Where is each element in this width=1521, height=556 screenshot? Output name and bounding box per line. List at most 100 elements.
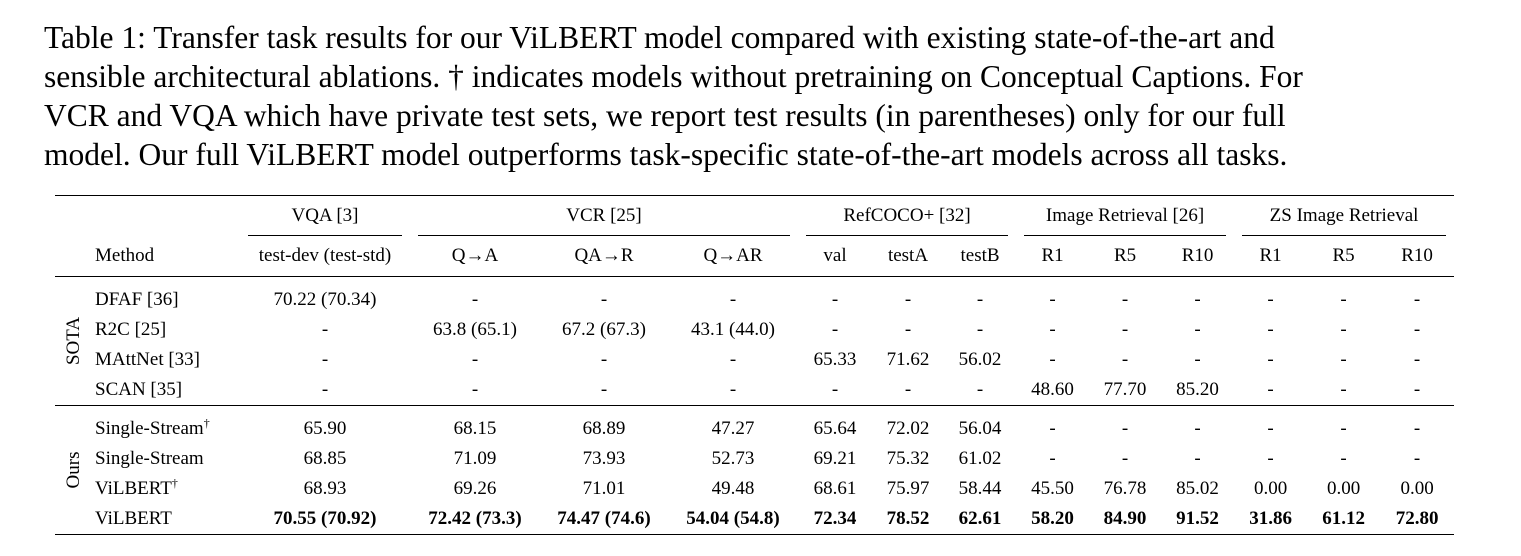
section-label-cell: SOTA [55,276,93,406]
table-cell: - [321,349,329,370]
table-cell: 65.33 [813,349,857,370]
column-header-zs-r5: R5 [1332,245,1355,266]
table-cell: 61.12 [1322,508,1365,529]
group-header-zs-image-retrieval: ZS Image Retrieval [1234,195,1455,237]
dagger-mark: † [203,416,210,430]
table-cell: 74.47 (74.6) [557,508,651,529]
table-cell: 54.04 (54.8) [686,508,780,529]
table-cell: - [600,379,608,400]
table-cell: - [1340,448,1347,469]
table-cell: 56.04 [944,405,1017,444]
table-cell: - [1340,319,1347,340]
table-cell: - [1380,276,1455,315]
table-cell: 75.97 [886,478,930,499]
table-cell: 0.00 [1400,478,1434,499]
group-header-vqa: VQA [3] [240,195,410,237]
column-header-zs-r1: R1 [1259,245,1282,266]
caption-line: Table 1: Transfer task results for our V… [44,20,1275,55]
table-cell: 68.89 [540,405,668,444]
table-cell: 69.21 [813,448,857,469]
table-row: ViLBERT† 68.93 69.26 71.01 49.48 68.61 75.97 58… [55,474,1454,504]
method-name: ViLBERT [95,508,172,529]
table-row: SOTA DFAF [36] 70.22 (70.34) - - - - - - - - - - - - [55,276,1455,406]
table-cell: 76.78 [1103,478,1147,499]
table-cell: - [1380,405,1455,444]
column-header-q-ar: Q→AR [703,245,763,266]
table-cell: 71.09 [453,448,497,469]
table-row: Ours Single-Stream† 65.90 68.15 68.89 47.27 65… [55,405,1455,535]
column-header-r10: R10 [1181,245,1214,266]
table-cell: 0.00 [1253,478,1288,499]
table-cell: - [1089,405,1162,444]
table-cell: 62.61 [958,508,1002,529]
table-cell: - [1194,319,1201,340]
column-header-q-a: Q→A [451,245,499,266]
table-cell: 72.34 [813,508,857,529]
table-row: Single-Stream 68.85 71.09 73.93 52.73 69.21 75… [55,444,1454,474]
table-row: R2C [25] - 63.8 (65.1) 67.2 (67.3) 43.1 (44.… [55,315,1454,345]
method-cell: Single-Stream [93,444,240,474]
table-cell: - [1049,319,1056,340]
column-header-r1: R1 [1041,245,1064,266]
table-cell: - [668,276,799,315]
table-cell: - [1307,405,1381,444]
column-header-val: val [823,245,847,266]
table-cell: 68.15 [410,405,540,444]
table-row: MAttNet [33] - - - - 65.33 71.62 56.02 - - - - - - [55,345,1454,375]
results-table-container: VQA [3] VCR [25] RefCOCO+ [32] Image Ret… [55,195,1455,535]
table-cell: 68.85 [303,448,347,469]
table-cell: - [976,319,984,340]
method-cell: Single-Stream† [93,405,240,444]
table-cell: 48.60 [1031,379,1074,400]
table-cell: 71.62 [886,349,930,370]
table-cell: 0.00 [1326,478,1361,499]
column-header-testa: testA [887,245,929,266]
column-header-row: Method test-dev (test-std) Q→A QA→R Q→AR… [55,236,1454,277]
table-cell: 31.86 [1249,508,1292,529]
method-cell: ViLBERT† [93,474,240,504]
table-cell: - [1049,448,1056,469]
table-cell: - [831,319,839,340]
table-cell: 56.02 [958,349,1002,370]
table-cell: - [1340,349,1347,370]
table-cell: - [1121,448,1129,469]
table-cell: - [600,349,608,370]
table-cell: - [798,276,873,315]
column-header-testb: testB [960,245,1000,266]
table-cell: - [1267,349,1274,370]
table-cell: - [729,379,737,400]
table-cell: 45.50 [1031,478,1074,499]
method-cell: R2C [25] [93,315,240,345]
table-caption: Table 1: Transfer task results for our V… [44,18,1464,174]
section-label: SOTA [63,316,84,366]
table-cell: - [410,276,540,315]
table-row: SCAN [35] - - - - - - - 48.60 77.70 85.20 - - - [55,375,1454,406]
column-header-qa-r: QA→R [574,245,634,266]
table-cell: 52.73 [711,448,755,469]
table-cell: 72.42 (73.3) [428,508,522,529]
table-row: ViLBERT 70.55 (70.92) 72.42 (73.3) 74.47 (7… [55,504,1455,535]
table-cell: 73.93 [582,448,626,469]
table-cell: - [471,379,479,400]
method-cell: ViLBERT [93,504,240,535]
table-cell: - [1194,349,1201,370]
caption-line: model. Our full ViLBERT model outperform… [44,137,1288,172]
table-cell: - [1121,349,1129,370]
table-cell: 61.02 [958,448,1002,469]
table-cell: - [471,349,479,370]
caption-line: VCR and VQA which have private test sets… [44,98,1286,133]
table-cell: 65.90 [240,405,410,444]
table-cell: 47.27 [668,405,799,444]
table-cell: 70.55 (70.92) [273,508,377,529]
table-cell: 63.8 (65.1) [433,319,517,340]
group-header-vcr: VCR [25] [410,195,799,237]
table-cell: - [1413,319,1421,340]
table-cell: 72.80 [1395,508,1439,529]
table-cell: 85.20 [1176,379,1219,400]
caption-line: sensible architectural ablations. † indi… [44,59,1303,94]
table-cell: - [1234,276,1308,315]
table-cell: - [1161,276,1235,315]
table-cell: - [1413,349,1421,370]
method-name: SCAN [35] [95,379,183,400]
table-cell: - [944,276,1017,315]
